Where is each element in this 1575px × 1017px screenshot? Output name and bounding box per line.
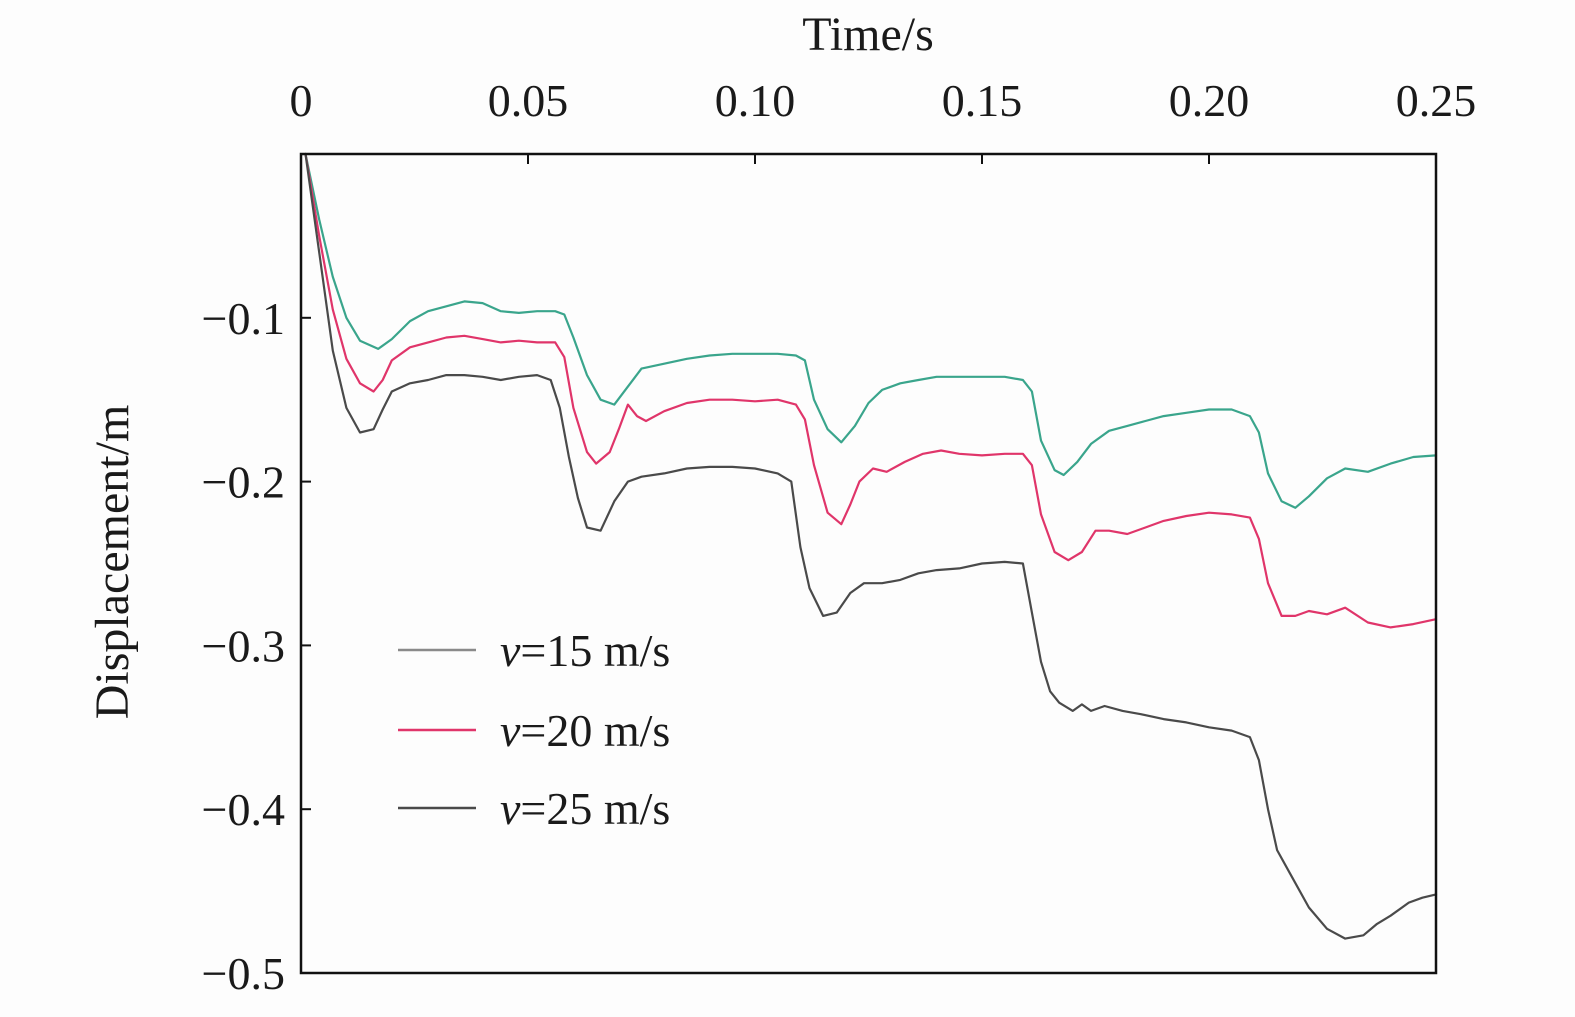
legend-label: v=25 m/s <box>500 783 670 834</box>
legend-value: =20 m/s <box>520 705 670 756</box>
x-axis-label: Time/s <box>802 8 934 61</box>
plot-frame <box>299 152 1438 975</box>
y-tick-label: −0.2 <box>202 457 285 508</box>
legend-variable: v <box>500 625 521 676</box>
y-axis-label: Displacement/m <box>86 405 139 720</box>
legend-variable: v <box>500 783 521 834</box>
legend-entry: v=25 m/s <box>398 783 670 834</box>
series-line-1 <box>304 152 1438 509</box>
y-tick-label: −0.5 <box>202 948 285 999</box>
legend-label: v=15 m/s <box>500 625 670 676</box>
x-tick-label: 0.25 <box>1396 75 1477 126</box>
legend-label: v=20 m/s <box>500 705 670 756</box>
y-axis-ticks: −0.1 −0.2 −0.3 −0.4 −0.5 <box>202 293 311 999</box>
x-axis-ticks: 0 0.05 0.10 0.15 0.20 0.25 <box>290 75 1477 164</box>
series-layer <box>304 152 1438 940</box>
x-tick-label: 0.10 <box>715 75 796 126</box>
y-tick-label: −0.1 <box>202 293 285 344</box>
x-tick-label: 0.15 <box>942 75 1023 126</box>
series-line-3 <box>304 152 1438 940</box>
y-tick-label: −0.3 <box>202 620 285 671</box>
series-line-2 <box>304 152 1438 629</box>
legend: v=15 m/sv=20 m/sv=25 m/s <box>398 625 670 834</box>
x-tick-label: 0.20 <box>1169 75 1250 126</box>
x-tick-label: 0 <box>290 75 313 126</box>
legend-entry: v=15 m/s <box>398 625 670 676</box>
legend-entry: v=20 m/s <box>398 705 670 756</box>
legend-value: =25 m/s <box>520 783 670 834</box>
x-tick-label: 0.05 <box>488 75 569 126</box>
legend-value: =15 m/s <box>520 625 670 676</box>
legend-variable: v <box>500 705 521 756</box>
y-tick-label: −0.4 <box>202 784 285 835</box>
